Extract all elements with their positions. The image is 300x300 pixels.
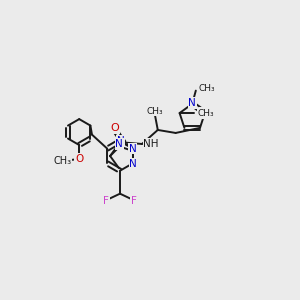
- Text: CH₃: CH₃: [146, 106, 163, 116]
- Text: O: O: [110, 123, 119, 134]
- Text: NH: NH: [143, 139, 159, 149]
- Text: N: N: [200, 108, 207, 118]
- Text: CH₃: CH₃: [197, 109, 214, 118]
- Text: O: O: [75, 154, 83, 164]
- Text: CH₃: CH₃: [53, 155, 71, 166]
- Text: N: N: [130, 159, 137, 169]
- Text: N: N: [129, 144, 136, 154]
- Text: N: N: [116, 139, 123, 149]
- Text: N: N: [117, 136, 124, 146]
- Text: N: N: [188, 98, 196, 108]
- Text: F: F: [131, 196, 137, 206]
- Text: CH₃: CH₃: [198, 84, 215, 93]
- Text: F: F: [103, 196, 109, 206]
